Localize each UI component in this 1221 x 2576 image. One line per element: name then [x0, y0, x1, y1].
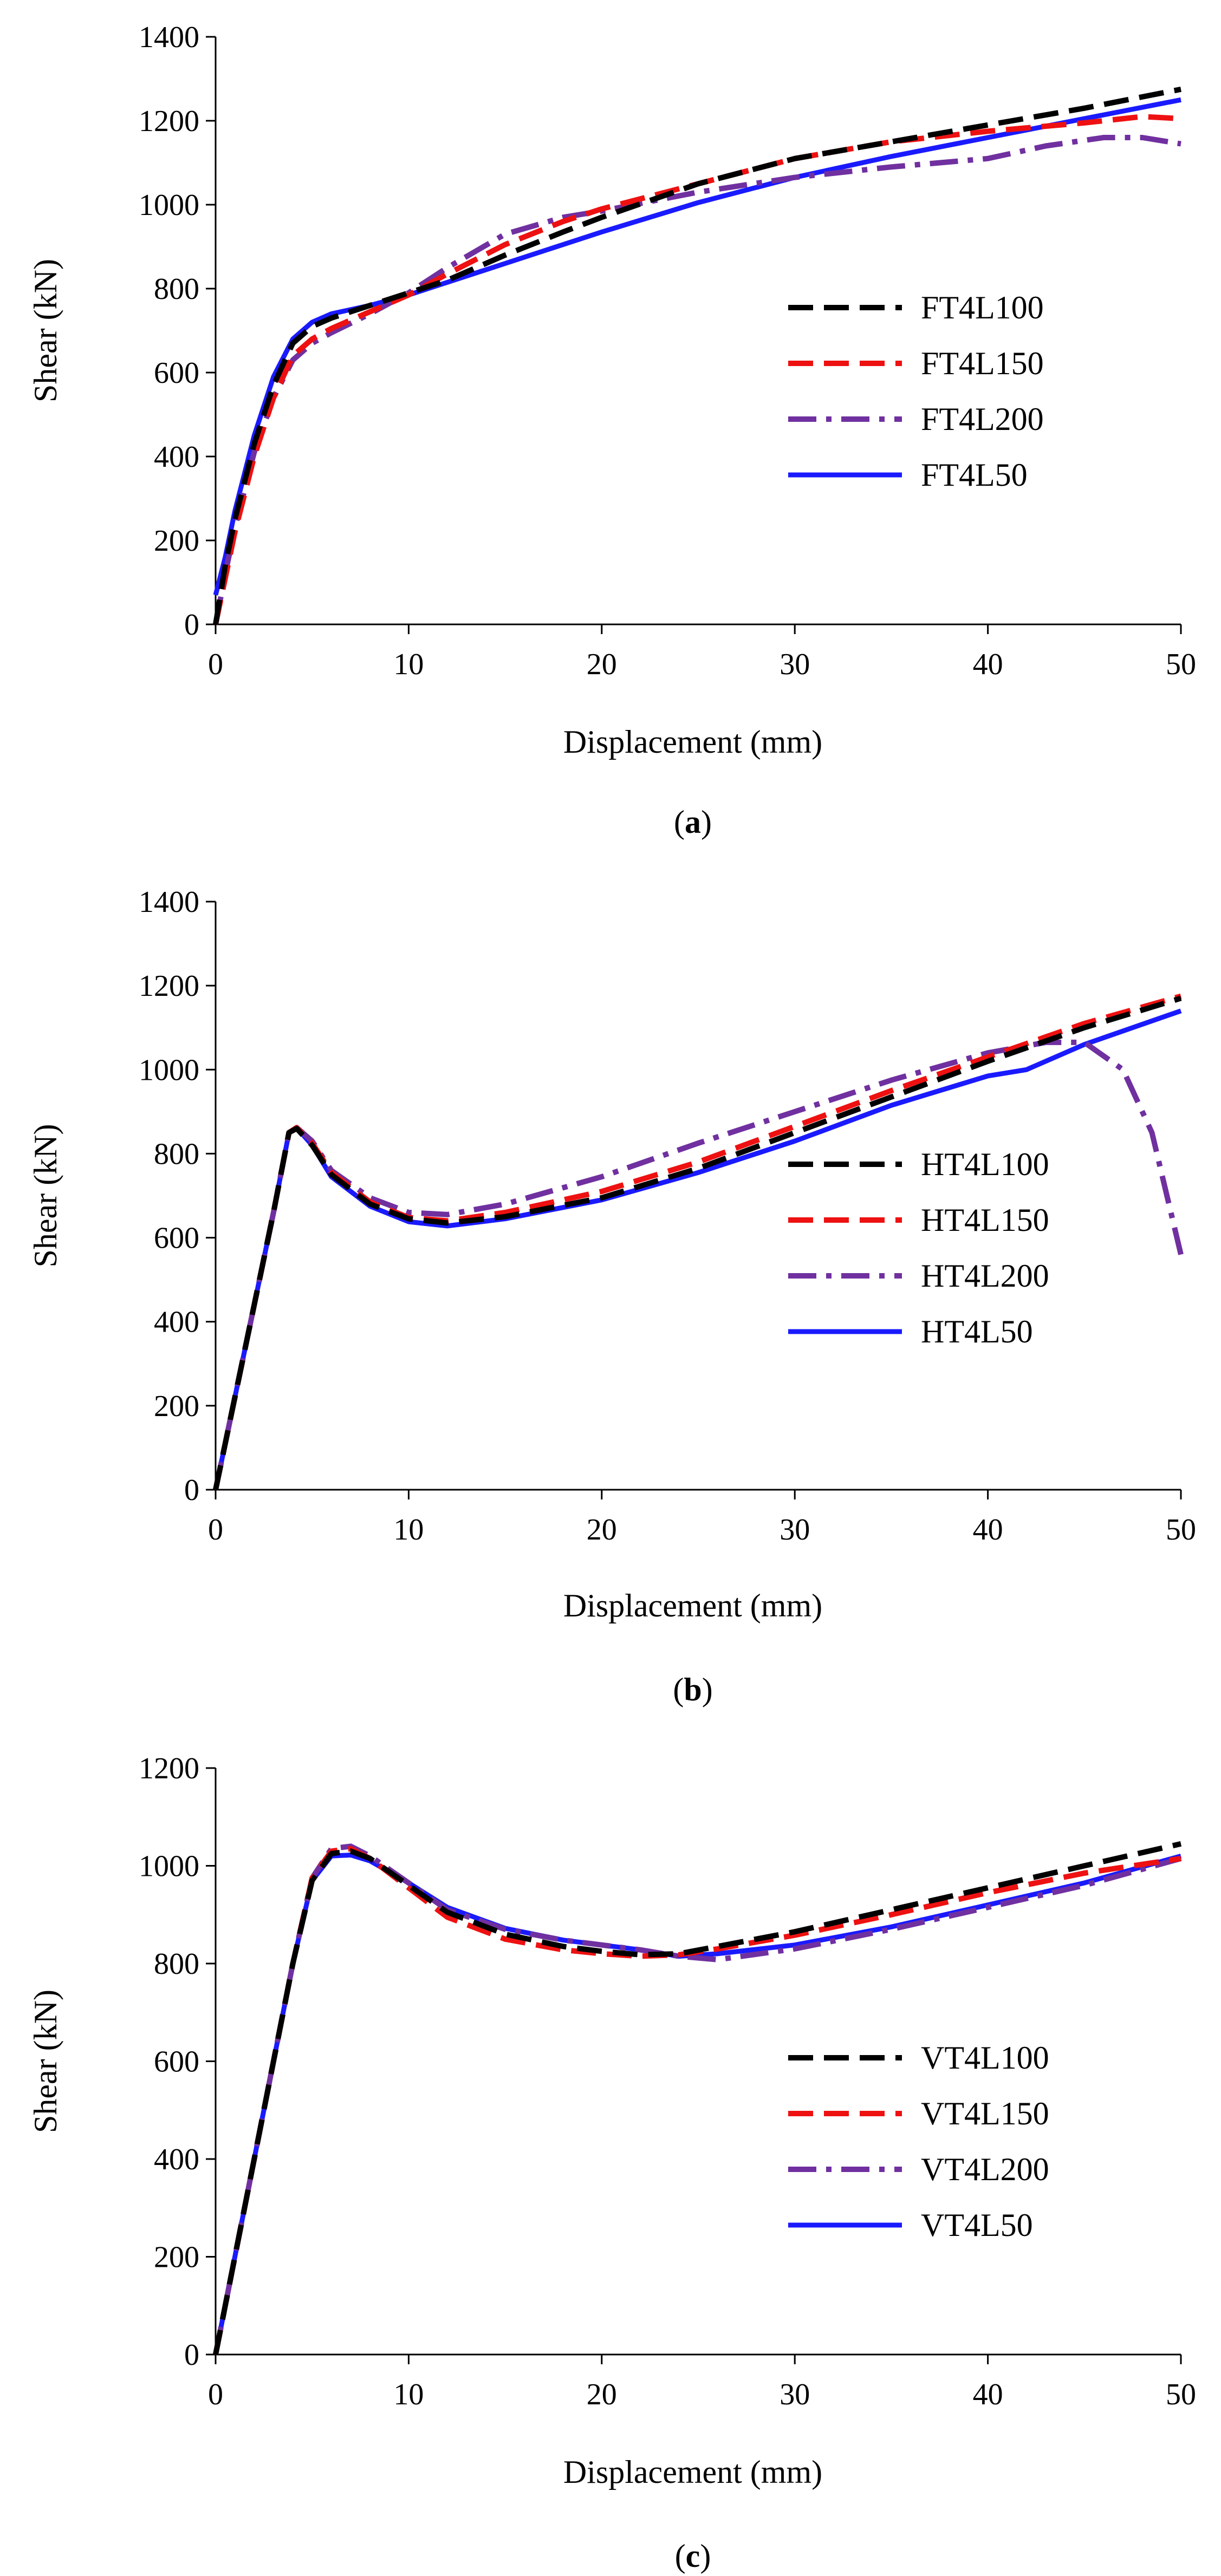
series-line-vt4l150: [213, 1845, 1181, 2355]
x-tick-label: 30: [780, 1513, 810, 1547]
series-line-ht4l100: [213, 995, 1182, 1491]
y-tick-label: 800: [154, 1137, 199, 1171]
panel-caption-letter: a: [685, 804, 701, 840]
y-tick-label: 1000: [139, 1053, 199, 1087]
y-tick-label: 1000: [139, 1850, 199, 1883]
y-tick-label: 200: [154, 524, 199, 558]
x-tick-label: 20: [587, 1513, 617, 1547]
x-tick-label: 50: [1166, 1513, 1196, 1547]
y-tick-label: 0: [184, 608, 199, 642]
series-line-ht4l50: [213, 1008, 1182, 1490]
legend-label: HT4L50: [921, 1314, 1033, 1349]
y-tick-label: 400: [154, 440, 199, 474]
y-tick-label: 200: [154, 2241, 199, 2274]
y-tick-label: 1200: [139, 1752, 199, 1785]
y-tick-label: 600: [154, 1222, 199, 1255]
panel-caption-letter: c: [686, 2538, 700, 2574]
panel-caption-letter: b: [684, 1672, 702, 1707]
x-tick-label: 20: [587, 2378, 617, 2411]
x-tick-label: 10: [393, 2378, 424, 2411]
chart-panel-c: 0 200 400 600 800 1000 1200 0 10 20 30 40 50 Displace…: [28, 1752, 1196, 2574]
y-axis-title: Shear (kN): [28, 259, 63, 402]
x-tick-label: 40: [973, 2378, 1003, 2411]
x-tick-label: 0: [208, 1513, 223, 1547]
y-tick-label: 0: [184, 2338, 199, 2372]
y-tick-label: 200: [154, 1390, 199, 1423]
legend: FT4L100 FT4L150 FT4L200 FT4L50: [788, 290, 1044, 493]
x-tick-label: 30: [780, 2378, 810, 2411]
x-tick-label: 50: [1166, 648, 1196, 681]
legend-label: FT4L50: [921, 457, 1028, 493]
legend-label: VT4L100: [921, 2040, 1049, 2076]
panel-caption: (b): [673, 1672, 712, 1707]
y-tick-label: 800: [154, 272, 199, 306]
panel-caption: (c): [675, 2538, 711, 2574]
x-tick-label: 40: [973, 1513, 1003, 1547]
y-tick-label: 1400: [139, 21, 199, 54]
series-line-vt4l100: [213, 1841, 1182, 2355]
legend-label: HT4L200: [921, 1258, 1049, 1294]
x-tick-label: 0: [208, 648, 223, 681]
y-axis-title: Shear (kN): [28, 1990, 63, 2133]
chart-panel-b: 0 200 400 600 800 1000 1200 1400 0 10 20 30 40 50 Disp…: [28, 885, 1196, 1707]
y-tick-label: 600: [154, 2045, 199, 2079]
y-tick-label: 400: [154, 2143, 199, 2176]
x-axis-title: Displacement (mm): [563, 1588, 822, 1623]
panel-caption: (a): [674, 804, 712, 840]
legend-label: VT4L200: [921, 2151, 1049, 2187]
y-tick-label: 1400: [139, 885, 199, 919]
x-tick-label: 20: [587, 648, 617, 681]
y-axis-title: Shear (kN): [28, 1124, 63, 1268]
series-line-ft4l150: [213, 114, 1181, 625]
y-tick-label: 1000: [139, 188, 199, 222]
legend: VT4L100 VT4L150 VT4L200 VT4L50: [788, 2040, 1049, 2243]
y-tick-label: 400: [154, 1306, 199, 1339]
legend: HT4L100 HT4L150 HT4L200 HT4L50: [788, 1146, 1049, 1349]
y-tick-label: 600: [154, 356, 199, 390]
legend-label: VT4L150: [921, 2096, 1049, 2131]
series-line-vt4l50: [213, 1853, 1182, 2355]
series-line-ft4l100: [213, 86, 1181, 625]
legend-label: VT4L50: [921, 2207, 1033, 2243]
legend-label: HT4L150: [921, 1202, 1049, 1238]
legend-label: HT4L100: [921, 1146, 1049, 1182]
x-axis-title: Displacement (mm): [563, 2454, 822, 2490]
x-tick-label: 0: [208, 2378, 223, 2411]
y-tick-label: 800: [154, 1947, 199, 1981]
x-tick-label: 30: [780, 648, 810, 681]
x-tick-label: 10: [393, 1513, 424, 1547]
y-tick-label: 0: [184, 1473, 199, 1507]
x-tick-label: 10: [393, 648, 424, 681]
legend-label: FT4L150: [921, 345, 1044, 381]
x-tick-label: 50: [1166, 2378, 1196, 2411]
y-tick-label: 1200: [139, 105, 199, 138]
series-line-ht4l150: [213, 993, 1182, 1491]
y-tick-label: 1200: [139, 969, 199, 1003]
x-tick-label: 40: [973, 648, 1003, 681]
chart-panel-a: 0 200 400 600 800 1000 1200 1400 0 10 20 30 40 50 Disp…: [28, 21, 1196, 840]
legend-label: FT4L100: [921, 290, 1044, 325]
series-line-ft4l200: [213, 135, 1181, 625]
x-axis-title: Displacement (mm): [563, 724, 822, 760]
legend-label: FT4L200: [921, 401, 1044, 437]
